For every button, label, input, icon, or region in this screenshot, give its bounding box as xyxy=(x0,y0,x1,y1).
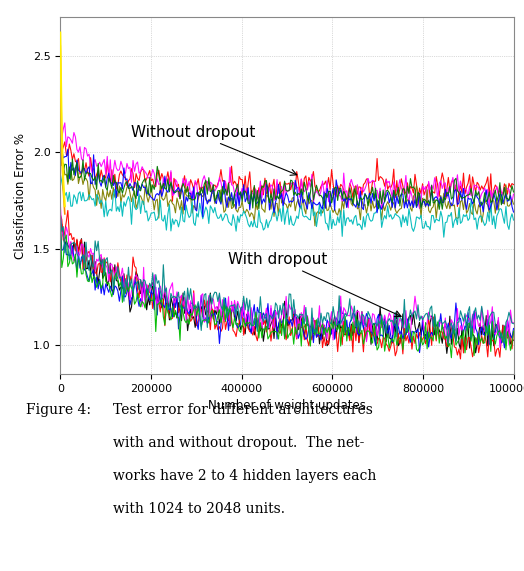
Text: Test error for different architectures: Test error for different architectures xyxy=(113,403,373,417)
Text: with and without dropout.  The net-: with and without dropout. The net- xyxy=(113,436,364,450)
Text: Without dropout: Without dropout xyxy=(130,124,297,175)
Y-axis label: Classification Error %: Classification Error % xyxy=(14,132,27,259)
Text: Figure 4:: Figure 4: xyxy=(26,403,91,417)
Text: with 1024 to 2048 units.: with 1024 to 2048 units. xyxy=(113,502,285,516)
Text: works have 2 to 4 hidden layers each: works have 2 to 4 hidden layers each xyxy=(113,469,376,483)
X-axis label: Number of weight updates: Number of weight updates xyxy=(208,399,366,412)
Text: With dropout: With dropout xyxy=(228,252,401,316)
